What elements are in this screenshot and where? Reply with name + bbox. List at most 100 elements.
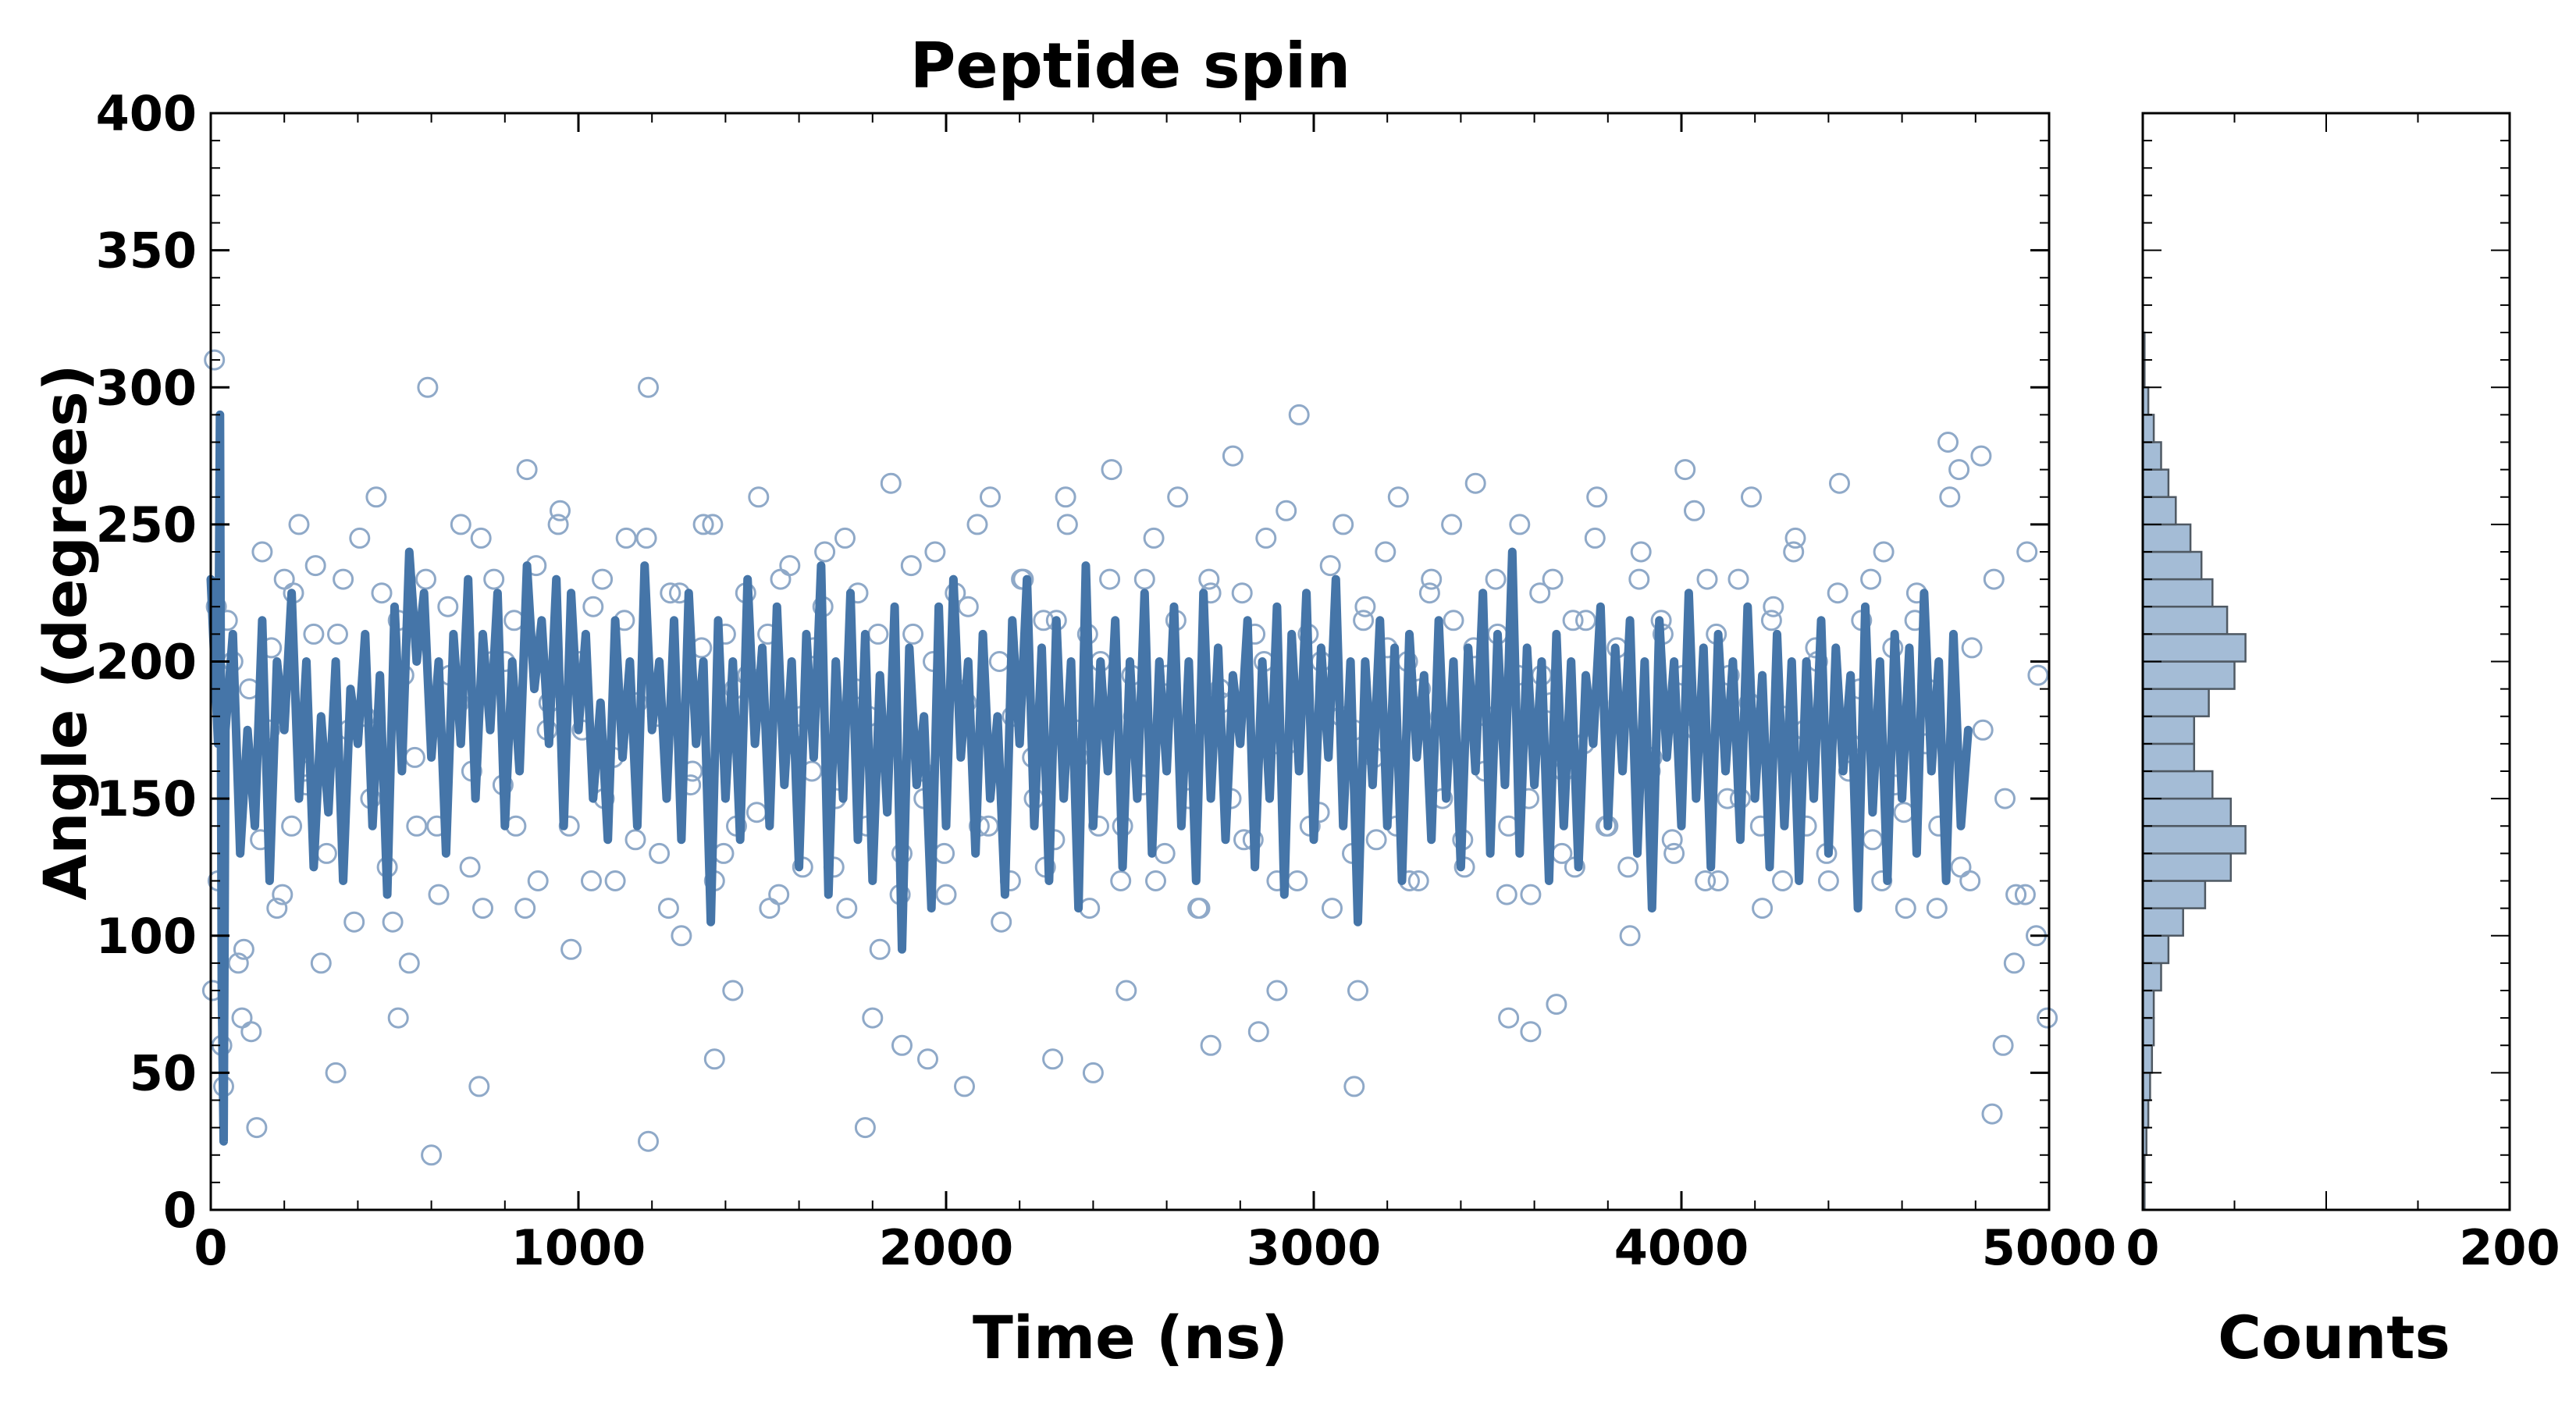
histogram-bar [2141, 688, 2210, 717]
scatter-point [581, 870, 602, 891]
scatter-point [917, 1048, 938, 1070]
histogram-bar [2141, 907, 2184, 937]
scatter-point [1619, 925, 1641, 947]
histogram-bar [2141, 825, 2247, 855]
scatter-point [547, 514, 569, 535]
scatter-point [1441, 514, 1463, 535]
scatter-point [1375, 541, 1397, 563]
scatter-point [880, 472, 902, 494]
scatter-point [246, 1117, 268, 1139]
scatter-point [273, 568, 295, 590]
trace-series [206, 410, 1973, 1146]
scatter-point [514, 898, 536, 919]
scatter-point [1133, 568, 1155, 590]
x-tick-label: 3000 [1247, 1219, 1382, 1276]
scatter-point [582, 596, 604, 617]
scatter-point [365, 486, 387, 508]
scatter-point [2016, 541, 2038, 563]
scatter-point [1520, 1021, 1542, 1043]
scatter-point [310, 952, 332, 974]
scatter-point [1970, 445, 1992, 467]
scatter-point [1498, 1007, 1520, 1029]
scatter-point [1783, 541, 1805, 563]
scatter-point [768, 884, 790, 905]
scatter-point [1145, 870, 1166, 891]
scatter-point [1421, 568, 1443, 590]
scatter-point [991, 911, 1012, 933]
y-tick-label: 350 [96, 222, 197, 279]
scatter-point [1332, 514, 1354, 535]
scatter-point [745, 802, 767, 823]
scatter-point [288, 514, 310, 535]
histogram-bar [2141, 852, 2233, 882]
scatter-point [748, 486, 770, 508]
scatter-point [327, 623, 348, 645]
scatter-point [1972, 719, 1994, 741]
histogram-bar [2141, 660, 2236, 690]
scatter-point [624, 829, 646, 851]
scatter-point [470, 527, 492, 549]
scatter-point [1056, 514, 1078, 535]
scatter-point [779, 555, 801, 577]
scatter-point [1255, 527, 1277, 549]
scatter-point [1752, 898, 1774, 919]
scatter-point [1829, 472, 1850, 494]
scatter-point [2014, 884, 2036, 905]
x-tick-label: 2000 [879, 1219, 1014, 1276]
scatter-point [1950, 856, 1972, 878]
scatter-point [759, 898, 781, 919]
y-axis-label: Angle (degrees) [30, 364, 100, 900]
scatter-point [428, 884, 450, 905]
scatter-point [1584, 527, 1606, 549]
scatter-point [702, 514, 724, 535]
scatter-point [343, 911, 365, 933]
scatter-point [1443, 610, 1464, 631]
scatter-point [1033, 610, 1055, 631]
scatter-point [1741, 486, 1762, 508]
scatter-point [1055, 486, 1076, 508]
scatter-point [1994, 788, 2016, 809]
scatter-point [1418, 582, 1440, 604]
scatter-point [770, 568, 792, 590]
scatter-point [1288, 404, 1310, 425]
scatter-point [1959, 870, 1981, 891]
scatter-point [638, 376, 659, 398]
y-tick-label: 250 [96, 496, 197, 553]
time-series-ticks: 0 1000 2000 3000 4000 5000 0 50 100 150 200 250 300 3… [96, 85, 2117, 1276]
x-tick-label: 1000 [511, 1219, 646, 1276]
scatter-point [1948, 459, 1970, 481]
scatter-point [240, 1021, 262, 1043]
scatter-point [1353, 610, 1375, 631]
scatter-point [592, 568, 614, 590]
scatter-point [1509, 514, 1531, 535]
scatter-point [483, 568, 505, 590]
y-tick-label: 200 [96, 634, 197, 691]
histogram-bar [2141, 1044, 2154, 1074]
scatter-point [1784, 527, 1806, 549]
scatter-point [459, 856, 481, 878]
scatter-point [1763, 596, 1784, 617]
scatter-point [1042, 1048, 1064, 1070]
scatter-point [671, 925, 692, 947]
x-axis-label: Time (ns) [973, 1303, 1288, 1372]
scatter-point [1286, 870, 1308, 891]
histogram-bar [2141, 441, 2162, 471]
scatter-point [1407, 870, 1429, 891]
scatter-point [421, 1144, 443, 1166]
scatter-point [924, 541, 946, 563]
scatter-point [1893, 802, 1915, 823]
scatter-point [560, 938, 582, 960]
scatter-point [1496, 884, 1517, 905]
scatter-point [1937, 432, 1959, 453]
scatter-point [437, 596, 459, 617]
scatter-point [1322, 898, 1343, 919]
scatter-point [1231, 582, 1253, 604]
scatter-point [722, 980, 744, 1001]
scatter-point [304, 555, 326, 577]
scatter-point [1860, 568, 1882, 590]
scatter-point [862, 1007, 884, 1029]
histogram-bar [2141, 578, 2214, 608]
histogram-bar [2141, 414, 2155, 443]
scatter-point [1586, 486, 1608, 508]
scatter-point [1143, 527, 1165, 549]
